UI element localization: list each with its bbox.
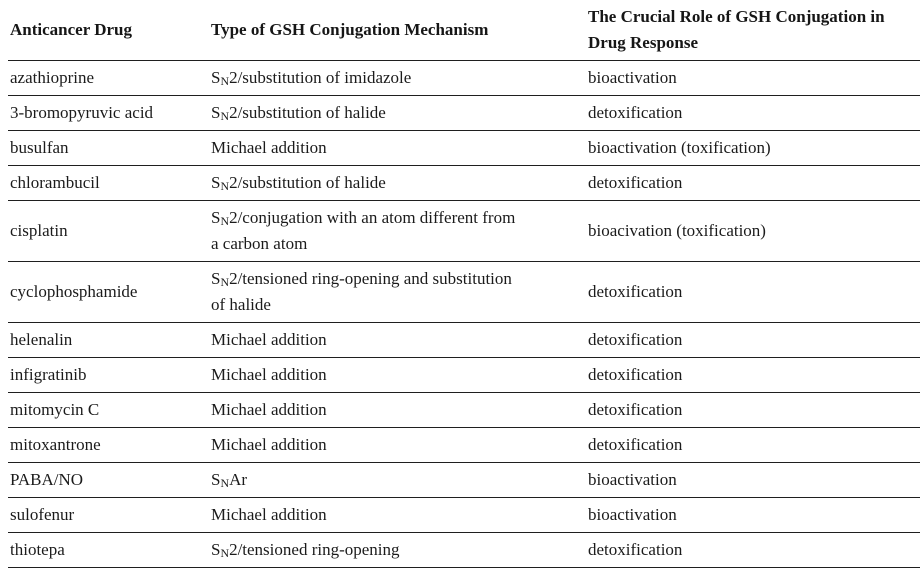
table-row: azathioprine SN2/substitution of imidazo… bbox=[8, 60, 920, 96]
table-row: busulfan Michael addition bioactivation … bbox=[8, 130, 920, 166]
drug-name-cell: PABA/NO bbox=[8, 462, 211, 498]
role-cell: bioactivation bbox=[588, 462, 920, 498]
drug-name-cell: cisplatin bbox=[8, 200, 211, 262]
mechanism-cell: SN2/conjugation with an atom different f… bbox=[211, 200, 588, 262]
role-cell: detoxification bbox=[588, 427, 920, 463]
role-cell: detoxification bbox=[588, 357, 920, 393]
header-row: Anticancer Drug Type of GSH Conjugation … bbox=[8, 0, 920, 61]
drug-name-cell: mitoxantrone bbox=[8, 427, 211, 463]
mechanism-cell: SNAr bbox=[211, 462, 588, 498]
table-header: Anticancer Drug Type of GSH Conjugation … bbox=[8, 0, 920, 61]
role-cell: detoxification bbox=[588, 95, 920, 131]
mechanism-cell: Michael addition bbox=[211, 130, 588, 166]
mechanism-cell: SN2/tensioned ring-opening and substitut… bbox=[211, 261, 588, 323]
drug-name-cell: chlorambucil bbox=[8, 165, 211, 201]
drug-name-cell: 3-bromopyruvic acid bbox=[8, 95, 211, 131]
table-row: chlorambucil SN2/substitution of halide … bbox=[8, 165, 920, 201]
role-cell: detoxification bbox=[588, 165, 920, 201]
table-row: cyclophosphamide SN2/tensioned ring-open… bbox=[8, 261, 920, 323]
mechanism-cell: Michael addition bbox=[211, 427, 588, 463]
table-body: azathioprine SN2/substitution of imidazo… bbox=[8, 60, 920, 568]
role-cell: detoxification bbox=[588, 532, 920, 568]
drug-name-cell: sulofenur bbox=[8, 497, 211, 533]
mechanism-cell: Michael addition bbox=[211, 392, 588, 428]
mechanism-cell: Michael addition bbox=[211, 357, 588, 393]
table-row: cisplatin SN2/conjugation with an atom d… bbox=[8, 200, 920, 262]
role-cell: detoxification bbox=[588, 322, 920, 358]
mechanism-cell: Michael addition bbox=[211, 322, 588, 358]
drug-name-cell: busulfan bbox=[8, 130, 211, 166]
table-row: mitomycin C Michael addition detoxificat… bbox=[8, 392, 920, 428]
table-row: helenalin Michael addition detoxificatio… bbox=[8, 322, 920, 358]
table-row: mitoxantrone Michael addition detoxifica… bbox=[8, 427, 920, 463]
drug-name-cell: mitomycin C bbox=[8, 392, 211, 428]
column-header-mechanism: Type of GSH Conjugation Mechanism bbox=[211, 0, 588, 61]
drug-name-cell: helenalin bbox=[8, 322, 211, 358]
drug-name-cell: cyclophosphamide bbox=[8, 261, 211, 323]
role-cell: detoxification bbox=[588, 261, 920, 323]
role-cell: bioactivation (toxification) bbox=[588, 130, 920, 166]
mechanism-cell: SN2/substitution of halide bbox=[211, 165, 588, 201]
drug-name-cell: infigratinib bbox=[8, 357, 211, 393]
table-row: thiotepa SN2/tensioned ring-opening deto… bbox=[8, 532, 920, 568]
drug-name-cell: thiotepa bbox=[8, 532, 211, 568]
role-cell: detoxification bbox=[588, 392, 920, 428]
table-row: sulofenur Michael addition bioactivation bbox=[8, 497, 920, 533]
table-row: PABA/NO SNAr bioactivation bbox=[8, 462, 920, 498]
column-header-anticancer-drug: Anticancer Drug bbox=[8, 0, 211, 61]
mechanism-cell: Michael addition bbox=[211, 497, 588, 533]
role-cell: bioactivation bbox=[588, 497, 920, 533]
mechanism-cell: SN2/tensioned ring-opening bbox=[211, 532, 588, 568]
role-cell: bioacivation (toxification) bbox=[588, 200, 920, 262]
column-header-role: The Crucial Role of GSH Conjugation in D… bbox=[588, 0, 920, 61]
table-row: infigratinib Michael addition detoxifica… bbox=[8, 357, 920, 393]
mechanism-cell: SN2/substitution of imidazole bbox=[211, 60, 588, 96]
role-cell: bioactivation bbox=[588, 60, 920, 96]
drug-name-cell: azathioprine bbox=[8, 60, 211, 96]
table-row: 3-bromopyruvic acid SN2/substitution of … bbox=[8, 95, 920, 131]
mechanism-cell: SN2/substitution of halide bbox=[211, 95, 588, 131]
gsh-conjugation-table: Anticancer Drug Type of GSH Conjugation … bbox=[8, 0, 920, 568]
